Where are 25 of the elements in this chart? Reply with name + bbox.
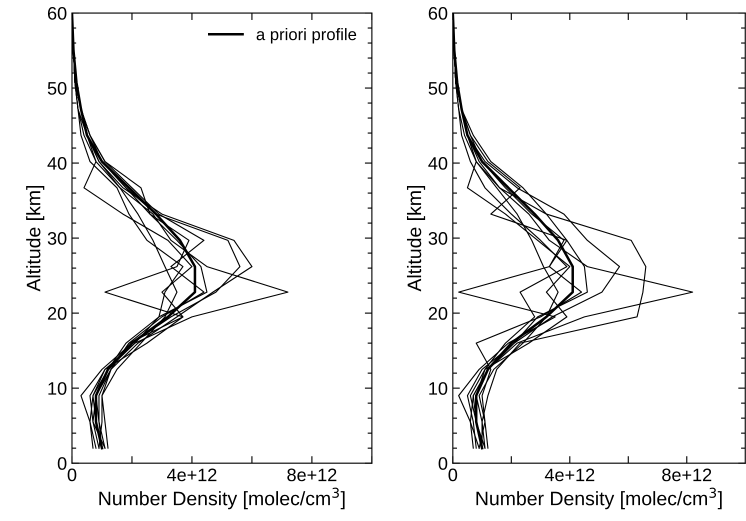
y-axis-title: Altitude [km]: [26, 186, 44, 292]
y-tick-label: 0: [438, 457, 448, 470]
x-tick-label: 4e+12: [167, 468, 216, 482]
y-tick-label: 0: [58, 457, 66, 470]
y-tick-label: 10: [429, 382, 448, 395]
y-axis-title: Altitude [km]: [406, 186, 426, 292]
y-tick-label: 30: [48, 232, 66, 245]
x-tick-label: 8e+12: [287, 468, 336, 482]
y-tick-label: 30: [428, 232, 448, 245]
y-tick-label: 20: [428, 307, 448, 320]
y-tick-label: 20: [48, 307, 66, 320]
x-axis-title: Number Density [molec/cm$^{3}$]: [99, 488, 345, 510]
y-tick-label: 60: [48, 6, 66, 20]
y-tick-label: 50: [48, 82, 66, 95]
legend-label: a priori profile: [256, 28, 356, 44]
x-tick-label: 4e+12: [544, 468, 594, 482]
x-tick-label: 0: [448, 468, 458, 482]
y-tick-label: 50: [428, 82, 448, 95]
y-tick-label: 40: [428, 157, 448, 170]
y-tick-label: 60: [428, 6, 448, 20]
x-tick-label: 8e+12: [662, 468, 712, 482]
x-axis-title: Number Density [molec/cm$^{3}$]: [476, 488, 722, 510]
y-tick-label: 40: [47, 157, 66, 170]
x-tick-label: 0: [68, 468, 76, 482]
y-tick-label: 10: [48, 382, 66, 395]
